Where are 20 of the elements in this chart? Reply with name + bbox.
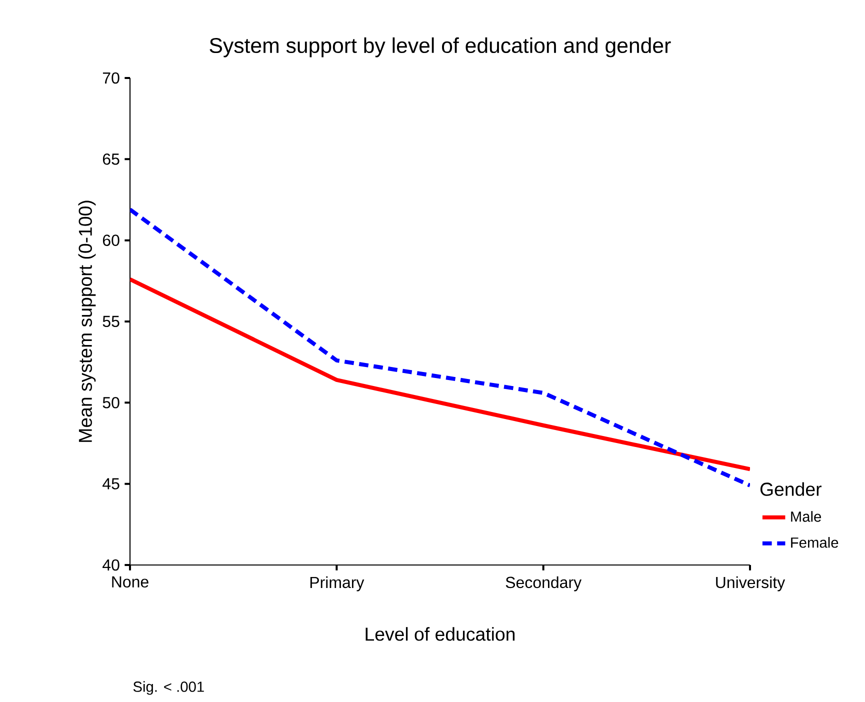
y-tick-label: 50 — [102, 396, 120, 408]
legend-label: Male — [791, 511, 822, 522]
text: Sig. < .001 — [133, 681, 204, 695]
y-tick-label: 45 — [102, 478, 120, 490]
legend-label: Female — [791, 537, 838, 548]
x-tick-label: None — [112, 576, 148, 588]
y-tick-label: 60 — [102, 234, 120, 246]
chart-title: System support by level of education and gender — [210, 37, 671, 58]
x-tick-label: University — [716, 576, 786, 592]
y-axis-title: Mean system support (0-100) — [78, 200, 96, 442]
y-tick-label: 70 — [102, 72, 120, 84]
y-tick-label: 55 — [102, 316, 120, 328]
y-tick-label: 65 — [102, 153, 120, 165]
x-axis-title: Level of education — [366, 627, 515, 641]
line-series — [130, 277, 750, 472]
line-series — [130, 207, 750, 488]
legend-title: Gender — [760, 482, 822, 496]
x-tick-label: Primary — [310, 576, 364, 592]
y-tick-label: 40 — [102, 559, 120, 571]
x-tick-label: Secondary — [506, 576, 582, 592]
